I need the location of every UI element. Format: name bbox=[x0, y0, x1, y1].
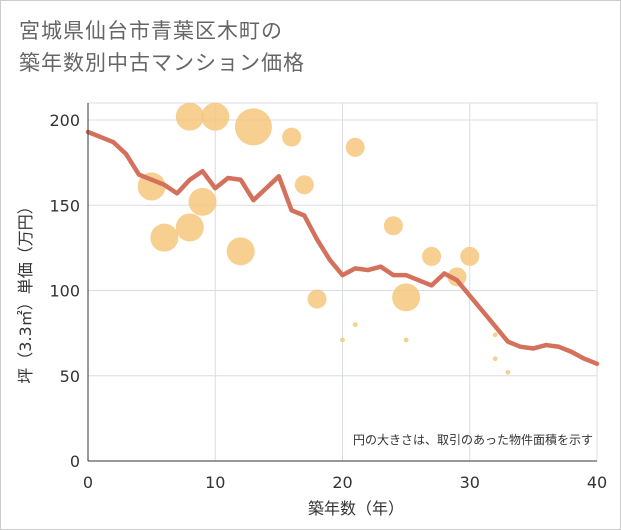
x-axis-title: 築年数（年） bbox=[308, 499, 404, 518]
grid-lines bbox=[87, 102, 598, 462]
bubble-point bbox=[175, 213, 204, 242]
x-tick-label: 0 bbox=[83, 473, 93, 492]
y-tick-label: 200 bbox=[49, 111, 80, 130]
trend-line-series bbox=[85, 129, 600, 367]
bubble-point bbox=[403, 337, 409, 343]
bubble-point bbox=[294, 175, 314, 195]
bubble-point bbox=[505, 369, 511, 375]
axes: 0 10 20 30 40 0 50 100 150 200 bbox=[49, 103, 607, 492]
bubble-point bbox=[188, 187, 217, 216]
bubble-point bbox=[150, 223, 179, 252]
trend-line bbox=[85, 129, 600, 367]
bubble-point bbox=[201, 102, 230, 131]
y-tick-label: 50 bbox=[60, 367, 80, 386]
bubble-point bbox=[137, 172, 166, 201]
y-tick-label: 150 bbox=[49, 196, 80, 215]
bubble-point bbox=[282, 127, 302, 147]
size-legend-note: 円の大きさは、取引のあった物件面積を示す bbox=[353, 432, 593, 447]
x-tick-label: 10 bbox=[205, 473, 225, 492]
bubble-point bbox=[460, 246, 480, 266]
x-tick-label: 40 bbox=[587, 473, 607, 492]
bubble-point bbox=[383, 216, 403, 236]
x-tick-label: 20 bbox=[332, 473, 352, 492]
bubble-point bbox=[422, 246, 442, 266]
bubble-point bbox=[492, 356, 498, 362]
x-tick-label: 30 bbox=[460, 473, 480, 492]
bubble-point bbox=[392, 283, 421, 312]
y-tick-label: 100 bbox=[49, 282, 80, 301]
bubble-point bbox=[447, 267, 467, 287]
y-axis-title: 坪（3.3㎡）単価（万円） bbox=[16, 198, 35, 383]
bubble-point bbox=[175, 102, 204, 131]
bubble-point bbox=[234, 108, 272, 146]
bubble-point bbox=[492, 332, 498, 338]
bubble-point bbox=[226, 237, 255, 266]
y-tick-label: 0 bbox=[70, 452, 80, 471]
chart-title: 宮城県仙台市青葉区木町の 築年数別中古マンション価格 bbox=[19, 19, 305, 75]
bubble-point bbox=[340, 337, 345, 343]
bubble-point bbox=[352, 322, 358, 328]
bubble-series bbox=[137, 102, 511, 375]
bubble-point bbox=[307, 289, 327, 309]
bubble-point bbox=[345, 137, 365, 157]
